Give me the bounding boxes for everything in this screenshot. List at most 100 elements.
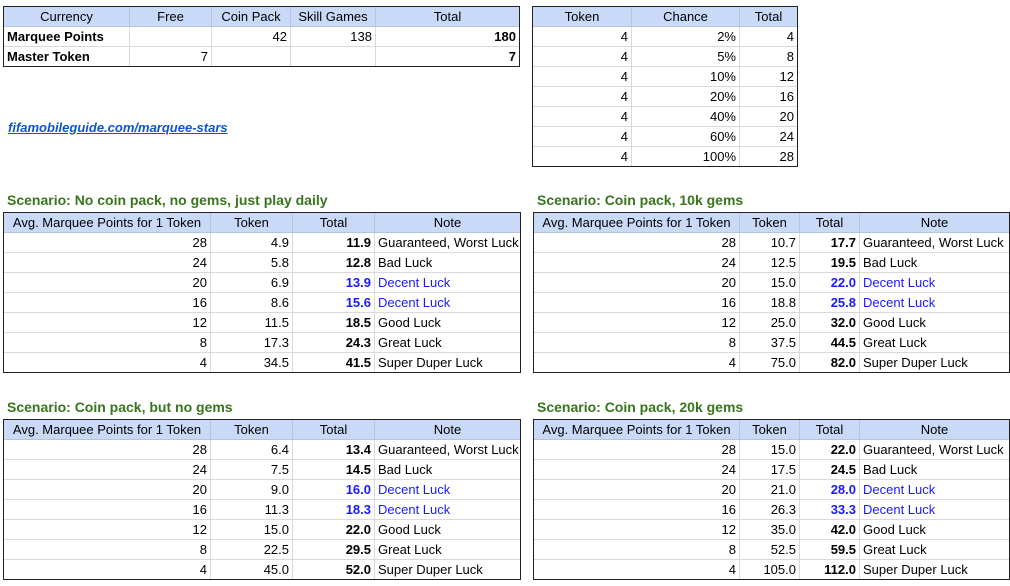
cell[interactable]: 11.9	[292, 232, 375, 253]
cell[interactable]: Guaranteed, Worst Luck	[374, 232, 521, 253]
cell[interactable]: 44.5	[799, 332, 860, 353]
header-cell[interactable]: Note	[374, 212, 521, 233]
cell[interactable]	[211, 46, 291, 67]
cell[interactable]: 7	[375, 46, 520, 67]
cell[interactable]: Great Luck	[374, 332, 521, 353]
cell[interactable]: 22.0	[799, 272, 860, 293]
cell[interactable]: Master Token	[3, 46, 130, 67]
cell[interactable]: 28	[3, 439, 211, 460]
cell[interactable]: 8	[533, 539, 740, 560]
header-cell[interactable]: Skill Games	[290, 6, 376, 27]
cell[interactable]: 21.0	[739, 479, 800, 500]
cell[interactable]: 4	[533, 352, 740, 373]
cell[interactable]: 12.8	[292, 252, 375, 273]
cell[interactable]: 22.0	[799, 439, 860, 460]
cell[interactable]: 7.5	[210, 459, 293, 480]
cell[interactable]: 8	[3, 332, 211, 353]
cell[interactable]: 18.5	[292, 312, 375, 333]
cell[interactable]: Decent Luck	[374, 272, 521, 293]
cell[interactable]: 24.5	[799, 459, 860, 480]
cell[interactable]: 60%	[631, 126, 740, 147]
cell[interactable]: 4	[532, 106, 632, 127]
cell[interactable]: 8	[3, 539, 211, 560]
cell[interactable]: 12	[3, 312, 211, 333]
cell[interactable]: 22.5	[210, 539, 293, 560]
cell[interactable]: 24.3	[292, 332, 375, 353]
cell[interactable]: 17.7	[799, 232, 860, 253]
header-cell[interactable]: Currency	[3, 6, 130, 27]
cell[interactable]: 12	[3, 519, 211, 540]
cell[interactable]: Good Luck	[374, 312, 521, 333]
cell[interactable]: 28	[533, 232, 740, 253]
cell[interactable]: 24	[533, 459, 740, 480]
cell[interactable]: 20	[533, 272, 740, 293]
cell[interactable]: 7	[129, 46, 212, 67]
header-cell[interactable]: Total	[739, 6, 798, 27]
cell[interactable]: 28	[3, 232, 211, 253]
cell[interactable]: 12	[533, 519, 740, 540]
header-cell[interactable]: Total	[799, 212, 860, 233]
cell[interactable]: 52.0	[292, 559, 375, 580]
cell[interactable]: 16.0	[292, 479, 375, 500]
cell[interactable]: 11.5	[210, 312, 293, 333]
cell[interactable]: 2%	[631, 26, 740, 47]
cell[interactable]: 26.3	[739, 499, 800, 520]
cell[interactable]: 16	[739, 86, 798, 107]
cell[interactable]: Marquee Points	[3, 26, 130, 47]
cell[interactable]: 4	[3, 559, 211, 580]
cell[interactable]: 20	[739, 106, 798, 127]
cell[interactable]: Bad Luck	[374, 252, 521, 273]
guide-link[interactable]: fifamobileguide.com/marquee-stars	[8, 120, 228, 135]
header-cell[interactable]: Token	[210, 212, 293, 233]
header-cell[interactable]: Token	[210, 419, 293, 440]
cell[interactable]: 18.8	[739, 292, 800, 313]
cell[interactable]: 20	[3, 479, 211, 500]
cell[interactable]: 28	[533, 439, 740, 460]
cell[interactable]: Super Duper Luck	[859, 352, 1010, 373]
cell[interactable]: Super Duper Luck	[859, 559, 1010, 580]
header-cell[interactable]: Total	[292, 419, 375, 440]
cell[interactable]: Decent Luck	[859, 292, 1010, 313]
header-cell[interactable]: Total	[292, 212, 375, 233]
cell[interactable]: Guaranteed, Worst Luck	[859, 232, 1010, 253]
cell[interactable]: 105.0	[739, 559, 800, 580]
cell[interactable]: 13.4	[292, 439, 375, 460]
cell[interactable]: Decent Luck	[374, 479, 521, 500]
cell[interactable]: 4.9	[210, 232, 293, 253]
cell[interactable]: 8	[533, 332, 740, 353]
header-cell[interactable]: Token	[532, 6, 632, 27]
cell[interactable]: 16	[3, 292, 211, 313]
cell[interactable]: 33.3	[799, 499, 860, 520]
header-cell[interactable]: Note	[859, 212, 1010, 233]
header-cell[interactable]: Free	[129, 6, 212, 27]
header-cell[interactable]: Coin Pack	[211, 6, 291, 27]
cell[interactable]: 14.5	[292, 459, 375, 480]
cell[interactable]: Decent Luck	[374, 292, 521, 313]
cell[interactable]: 16	[533, 499, 740, 520]
cell[interactable]: 37.5	[739, 332, 800, 353]
header-cell[interactable]: Avg. Marquee Points for 1 Token	[533, 419, 740, 440]
cell[interactable]: 4	[739, 26, 798, 47]
cell[interactable]: 42	[211, 26, 291, 47]
cell[interactable]: 11.3	[210, 499, 293, 520]
header-cell[interactable]: Note	[374, 419, 521, 440]
header-cell[interactable]: Avg. Marquee Points for 1 Token	[3, 419, 211, 440]
cell[interactable]: 12	[533, 312, 740, 333]
cell[interactable]: 32.0	[799, 312, 860, 333]
cell[interactable]: 20	[533, 479, 740, 500]
cell[interactable]: 75.0	[739, 352, 800, 373]
cell[interactable]: Bad Luck	[859, 459, 1010, 480]
cell[interactable]: 17.3	[210, 332, 293, 353]
cell[interactable]	[290, 46, 376, 67]
cell[interactable]: Bad Luck	[374, 459, 521, 480]
cell[interactable]: 4	[532, 146, 632, 167]
cell[interactable]: 18.3	[292, 499, 375, 520]
cell[interactable]: 4	[532, 46, 632, 67]
cell[interactable]: 13.9	[292, 272, 375, 293]
cell[interactable]: 41.5	[292, 352, 375, 373]
cell[interactable]: 4	[532, 66, 632, 87]
cell[interactable]: 8.6	[210, 292, 293, 313]
cell[interactable]	[129, 26, 212, 47]
header-cell[interactable]: Avg. Marquee Points for 1 Token	[533, 212, 740, 233]
cell[interactable]: Guaranteed, Worst Luck	[374, 439, 521, 460]
